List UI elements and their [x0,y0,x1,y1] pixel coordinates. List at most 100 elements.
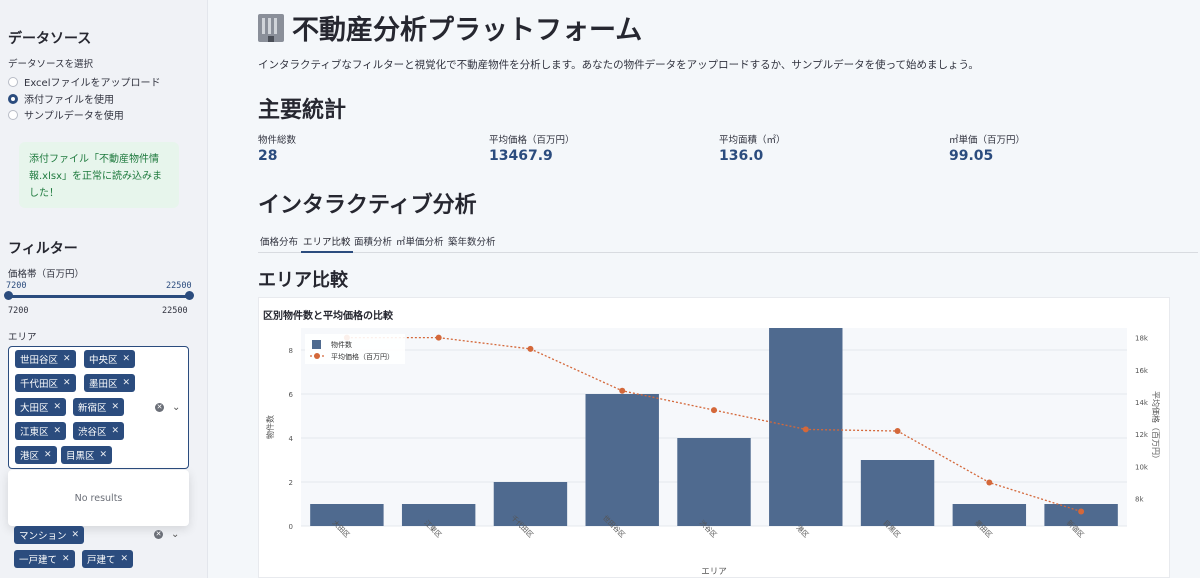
remove-tag-icon[interactable]: ✕ [122,354,131,364]
avg-price-point [435,334,442,341]
clear-all-icon[interactable]: ✕ [154,530,163,539]
y-tick-label: 4 [289,435,294,443]
area-tag[interactable]: 港区 ✕ [15,446,57,464]
y2-axis-title: 平均価格（百万円） [1151,391,1161,463]
radio-label: 添付ファイルを使用 [24,95,114,106]
metric-value: 28 [258,148,278,164]
metric-value: 136.0 [719,148,764,164]
metric-label: 物件総数 [258,135,297,146]
area-comparison-heading: エリア比較 [258,270,348,291]
remove-tag-icon[interactable]: ✕ [53,426,62,436]
page-title: 不動産分析プラットフォーム [258,8,642,47]
office-building-icon [258,13,284,42]
tab-age-analysis[interactable]: 築年数分析 [448,237,496,248]
data-source-heading: データソース [8,31,92,47]
remove-tag-icon[interactable]: ✕ [53,402,62,412]
bar [952,504,1027,526]
clear-all-icon[interactable]: ✕ [155,403,164,412]
area-tag[interactable]: 中央区 ✕ [84,350,136,368]
bar [585,394,659,526]
area-tag[interactable]: 墨田区 ✕ [84,374,136,392]
radio-upload-excel[interactable]: Excelファイルをアップロード [8,74,161,89]
legend-box [305,334,405,364]
slider-max-label: 22500 [162,306,188,316]
metric-label: ㎡単価（百万円） [949,135,1026,146]
tab-area-comparison[interactable]: エリア比較 [301,228,353,253]
tag-label: 新宿区 [78,403,107,414]
remove-tag-icon[interactable]: ✕ [99,450,108,460]
area-tag[interactable]: 千代田区 ✕ [15,374,76,392]
type-tag[interactable]: マンション ✕ [14,526,85,544]
bar [310,504,384,526]
remove-tag-icon[interactable]: ✕ [111,402,120,412]
radio-use-attached[interactable]: 添付ファイルを使用 [8,91,114,106]
metric-value: 99.05 [949,148,994,164]
remove-tag-icon[interactable]: ✕ [44,450,52,460]
area-multiselect[interactable]: 世田谷区 ✕ 中央区 ✕ 千代田区 ✕ 墨田区 ✕ 大田区 ✕ 新宿区 ✕ 江東区 ✕ 渋谷区… [8,346,189,469]
area-tag[interactable]: 世田谷区 ✕ [15,350,76,368]
area-tag[interactable]: 大田区 ✕ [15,398,67,416]
area-tag[interactable]: 渋谷区 ✕ [73,422,125,440]
price-range-label: 価格帯（百万円） [8,269,85,280]
tag-label: 港区 [20,451,40,462]
radio-circle[interactable] [8,76,18,87]
tag-label: 大田区 [20,403,49,414]
type-multiselect-controls: ✕ ⌄ [154,529,179,540]
type-tag[interactable]: 一戸建て ✕ [14,550,75,568]
price-slider-min-handle[interactable] [4,291,13,300]
main-content: 不動産分析プラットフォーム インタラクティブなフィルターと視覚化で不動産物件を分… [208,0,1200,578]
tag-label: 千代田区 [20,379,59,390]
bar [1044,504,1118,526]
analysis-heading: インタラクティブ分析 [258,193,477,218]
remove-tag-icon[interactable]: ✕ [63,378,71,388]
bar [493,482,568,526]
area-tag[interactable]: 江東区 ✕ [15,422,67,440]
chart-title: 区別物件数と平均価格の比較 [263,311,393,322]
price-slider-track[interactable] [8,295,189,298]
y-tick-label: 6 [289,391,294,399]
stats-heading: 主要統計 [258,98,347,123]
y-tick-label: 2 [289,479,293,487]
avg-price-point [711,407,717,414]
success-message: 添付ファイル「不動産物件情報.xlsx」を正常に読み込みました！ [19,142,179,208]
tab-price-distribution[interactable]: 価格分布 [260,237,299,248]
bar [677,438,751,526]
chevron-down-icon[interactable]: ⌄ [172,402,181,413]
avg-price-point [802,426,809,433]
remove-tag-icon[interactable]: ✕ [120,554,129,564]
tag-label: 江東区 [20,427,49,438]
slider-max-value: 22500 [166,281,192,291]
y2-tick-label: 14k [1135,399,1149,407]
remove-tag-icon[interactable]: ✕ [122,378,131,388]
tag-label: 墨田区 [89,379,118,390]
page-description: インタラクティブなフィルターと視覚化で不動産物件を分析します。あなたの物件データ… [258,59,979,71]
radio-use-sample[interactable]: サンプルデータを使用 [8,107,124,122]
multiselect-controls: ✕ ⌄ [155,402,180,413]
radio-circle[interactable] [8,109,18,120]
price-slider-max-handle[interactable] [185,291,194,300]
radio-circle-selected[interactable] [8,93,18,104]
slider-min-value: 7200 [6,281,27,291]
x-axis-title: エリア [701,567,727,577]
remove-tag-icon[interactable]: ✕ [63,354,71,364]
no-results-text: No results [74,492,123,504]
tag-label: 中央区 [89,355,118,366]
area-tag[interactable]: 新宿区 ✕ [73,398,125,416]
remove-tag-icon[interactable]: ✕ [62,554,70,564]
remove-tag-icon[interactable]: ✕ [111,426,120,436]
chevron-down-icon[interactable]: ⌄ [171,529,180,540]
y2-tick-label: 16k [1135,367,1149,375]
filter-heading: フィルター [8,241,78,257]
bar [860,460,935,526]
y2-tick-label: 18k [1135,335,1149,343]
area-comparison-chart: 024688k10k12k14k16k18k大田区 江東区 千代田区 世田谷区 渋谷区港… [265,328,1161,577]
y2-tick-label: 12k [1135,431,1149,439]
remove-tag-icon[interactable]: ✕ [71,530,80,540]
tab-unit-price-analysis[interactable]: ㎡単価分析 [396,237,444,248]
tag-label: 戸建て [87,555,116,566]
y-tick-label: 8 [289,347,293,355]
type-tag[interactable]: 戸建て ✕ [82,550,134,568]
area-tag[interactable]: 目黒区 ✕ [61,446,113,464]
tab-size-analysis[interactable]: 面積分析 [354,237,393,248]
y-axis-title: 物件数 [265,415,275,439]
